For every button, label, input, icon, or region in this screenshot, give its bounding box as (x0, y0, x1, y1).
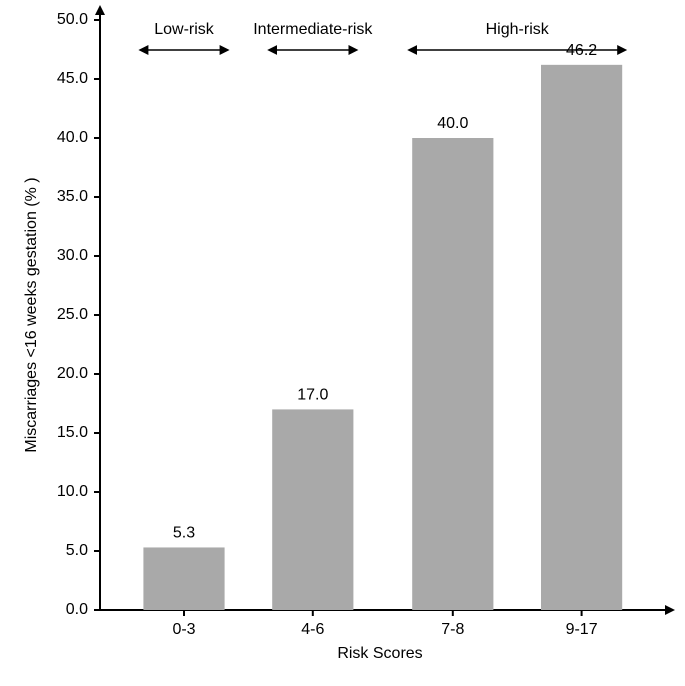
bar (143, 547, 224, 610)
bar (541, 65, 622, 610)
x-tick-label: 7-8 (441, 621, 464, 638)
y-tick-label: 30.0 (57, 247, 88, 264)
y-tick-label: 35.0 (57, 188, 88, 205)
risk-group-label: Low-risk (154, 21, 215, 38)
risk-group-label: Intermediate-risk (253, 21, 373, 38)
bar (412, 138, 493, 610)
y-tick-label: 10.0 (57, 483, 88, 500)
x-axis-title: Risk Scores (337, 645, 422, 662)
risk-score-bar-chart: 0.0 5.0 10.0 15.0 20.0 25.0 30.0 35.0 40.0 45.0 50… (0, 0, 685, 686)
chart-svg: 0.0 5.0 10.0 15.0 20.0 25.0 30.0 35.0 40.0 45.0 50… (0, 0, 685, 686)
y-tick-label: 0.0 (66, 601, 88, 618)
y-tick-label: 15.0 (57, 424, 88, 441)
y-tick-label: 45.0 (57, 70, 88, 87)
x-tick-label: 9-17 (566, 621, 598, 638)
y-tick-label: 50.0 (57, 11, 88, 28)
y-tick-label: 40.0 (57, 129, 88, 146)
bar-value-label: 5.3 (173, 524, 195, 541)
bar-value-label: 17.0 (297, 386, 328, 403)
y-tick-label: 25.0 (57, 306, 88, 323)
risk-group-label: High-risk (486, 21, 550, 38)
y-tick-label: 5.0 (66, 542, 88, 559)
x-tick-label: 0-3 (172, 621, 195, 638)
y-tick-label: 20.0 (57, 365, 88, 382)
bar-value-label: 40.0 (437, 115, 468, 132)
bar (272, 409, 353, 610)
x-tick-label: 4-6 (301, 621, 324, 638)
y-axis-title: Miscarriages <16 weeks gestation (% ) (23, 177, 40, 452)
